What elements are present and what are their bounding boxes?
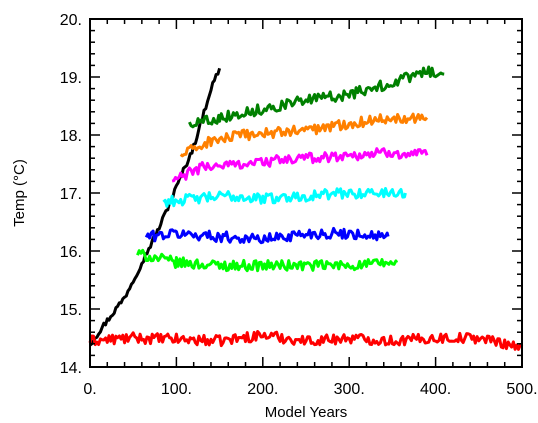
- chart-marks: [88, 65, 524, 351]
- x-tick-label: 500.: [506, 381, 537, 398]
- x-tick-label: 0.: [83, 381, 96, 398]
- x-tick-label: 400.: [420, 381, 451, 398]
- y-tick-label: 20.: [60, 12, 82, 29]
- x-tick-label: 300.: [334, 381, 365, 398]
- series-line-8: [188, 65, 445, 129]
- plot-frame: [89, 18, 523, 368]
- series-line-2: [88, 330, 524, 351]
- y-tick-label: 16.: [60, 244, 82, 261]
- x-tick-label: 200.: [247, 381, 278, 398]
- y-axis-label: Temp (°C): [11, 159, 28, 227]
- axis-ticks: 0. 100. 200. 300. 400. 500. 14. 15. 16. 17. 18. 19.…: [60, 12, 538, 398]
- series-line-3: [136, 248, 399, 273]
- series-line-5: [162, 187, 407, 208]
- y-tick-label: 18.: [60, 128, 82, 145]
- series-line-6: [171, 147, 429, 183]
- y-tick-label: 14.: [60, 360, 82, 377]
- y-tick-label: 17.: [60, 186, 82, 203]
- y-tick-label: 15.: [60, 302, 82, 319]
- x-axis-label: Model Years: [265, 404, 348, 421]
- series-line-7: [179, 112, 429, 158]
- y-tick-label: 19.: [60, 70, 82, 87]
- series-line-4: [144, 226, 390, 245]
- x-tick-label: 100.: [161, 381, 192, 398]
- series-line-1: [89, 67, 222, 347]
